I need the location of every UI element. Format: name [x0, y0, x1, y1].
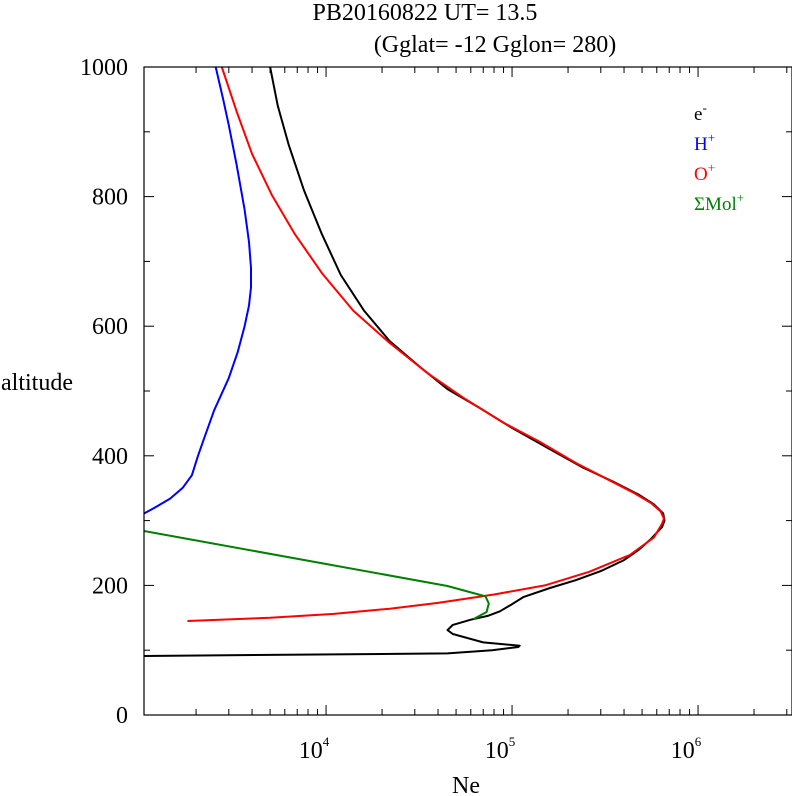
legend-item-1: H+ — [694, 130, 715, 155]
chart-title: PB20160822 UT= 13.5 — [313, 0, 538, 26]
series-layer — [143, 66, 666, 657]
legend-item-0: e- — [694, 100, 707, 125]
chart-subtitle: (Gglat= -12 Gglon= 280) — [374, 32, 616, 58]
series-line-3 — [143, 530, 490, 620]
y-axis-label: altitude — [1, 370, 73, 396]
axis-layer: 0 200 400 600 800 1000 104 105 106 — [80, 55, 792, 764]
y-tick-label: 200 — [92, 573, 128, 599]
y-tick-label: 800 — [92, 185, 128, 211]
x-tick-label: 105 — [485, 734, 516, 764]
legend-item-3: ΣMol+ — [694, 190, 744, 215]
legend-item-2: O+ — [694, 160, 715, 185]
x-axis-label: Ne — [452, 773, 480, 796]
y-tick-label: 600 — [92, 314, 128, 340]
series-line-0 — [143, 66, 666, 657]
series-line-1 — [143, 66, 252, 515]
series-line-2 — [187, 66, 665, 622]
x-tick-label: 106 — [671, 734, 702, 764]
x-tick-label: 104 — [299, 734, 330, 764]
y-tick-label: 400 — [92, 444, 128, 470]
legend: e- H+ O+ ΣMol+ — [694, 100, 744, 215]
y-tick-label: 1000 — [80, 55, 128, 81]
y-tick-label: 0 — [116, 703, 128, 729]
